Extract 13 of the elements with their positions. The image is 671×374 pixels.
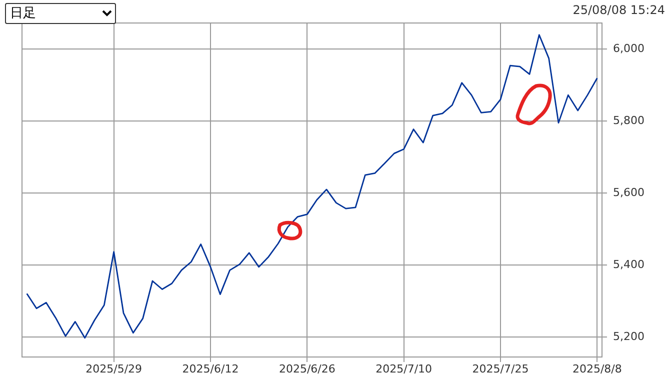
x-tick-label: 2025/7/25 (472, 362, 529, 374)
x-tick-label: 2025/6/26 (278, 362, 336, 374)
x-tick-label: 2025/6/12 (182, 362, 239, 374)
y-tick-label: 5,200 (613, 330, 644, 344)
y-tick-label: 5,800 (613, 114, 644, 127)
y-tick-label: 6,000 (613, 42, 644, 55)
text: 25/08/08 15:24 (572, 3, 665, 17)
x-tick-label: 2025/7/10 (376, 362, 432, 374)
y-tick-label: 5,600 (613, 186, 644, 199)
x-tick-label: 2025/5/29 (86, 362, 142, 374)
x-tick-label: 2025/8/8 (572, 362, 622, 374)
y-tick-label: 5,400 (613, 258, 644, 271)
text: 日足 (5, 3, 116, 24)
